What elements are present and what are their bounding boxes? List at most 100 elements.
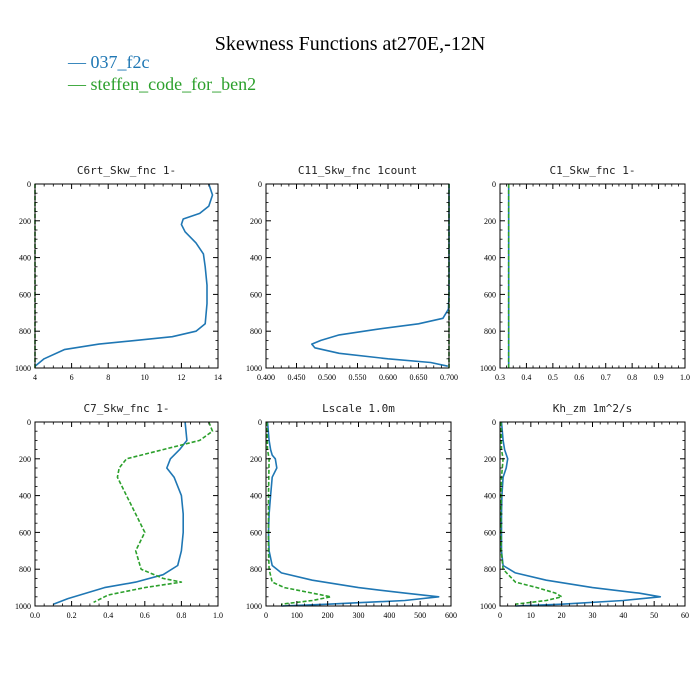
x-tick-label: 200 bbox=[322, 611, 334, 620]
x-tick-label: 100 bbox=[291, 611, 303, 620]
subplot-2: C11_Skw_fnc 1count 0 200 400 600 800 10000.400… bbox=[246, 164, 458, 382]
series-line-blue bbox=[34, 183, 214, 367]
x-tick-label: 0.500 bbox=[318, 373, 336, 382]
y-tick-label: 0 bbox=[27, 418, 31, 427]
x-tick-label: 8 bbox=[106, 373, 110, 382]
legend-entry-steffen-code-for-ben2: — steffen_code_for_ben2 bbox=[67, 74, 256, 94]
x-tick-label: 1.0 bbox=[680, 373, 690, 382]
y-tick-label: 600 bbox=[484, 290, 496, 299]
x-tick-label: 0.650 bbox=[410, 373, 428, 382]
x-tick-label: 0.4 bbox=[103, 611, 113, 620]
y-tick-label: 400 bbox=[484, 492, 496, 501]
y-tick-label: 600 bbox=[484, 528, 496, 537]
y-tick-label: 0 bbox=[258, 418, 262, 427]
y-tick-label: 800 bbox=[484, 565, 496, 574]
plot-frame bbox=[265, 183, 450, 369]
series-line-blue bbox=[311, 184, 450, 367]
x-tick-label: 0.6 bbox=[574, 373, 584, 382]
y-tick-label: 1000 bbox=[246, 364, 262, 373]
x-tick-label: 60 bbox=[681, 611, 689, 620]
y-tick-label: 800 bbox=[19, 327, 31, 336]
y-tick-label: 200 bbox=[250, 217, 262, 226]
x-tick-label: 400 bbox=[383, 611, 395, 620]
x-tick-label: 0.2 bbox=[67, 611, 77, 620]
subplot-title: C11_Skw_fnc 1count bbox=[298, 164, 417, 177]
x-tick-label: 0.0 bbox=[30, 611, 40, 620]
subplot-title: Kh_zm 1m^2/s bbox=[553, 402, 632, 415]
x-tick-label: 12 bbox=[177, 373, 185, 382]
y-tick-label: 0 bbox=[27, 180, 31, 189]
x-tick-label: 10 bbox=[527, 611, 535, 620]
x-tick-label: 0.600 bbox=[379, 373, 397, 382]
x-tick-label: 0.9 bbox=[654, 373, 664, 382]
x-tick-label: 500 bbox=[414, 611, 426, 620]
x-tick-label: 0.6 bbox=[140, 611, 150, 620]
y-tick-label: 600 bbox=[19, 528, 31, 537]
series-line-green bbox=[266, 421, 332, 605]
plot-frame bbox=[265, 421, 452, 607]
y-tick-label: 200 bbox=[19, 217, 31, 226]
y-tick-label: 400 bbox=[250, 254, 262, 263]
y-tick-label: 800 bbox=[19, 565, 31, 574]
y-tick-label: 1000 bbox=[15, 602, 31, 611]
x-tick-label: 0.550 bbox=[349, 373, 367, 382]
x-tick-label: 0.5 bbox=[548, 373, 558, 382]
y-tick-label: 0 bbox=[258, 180, 262, 189]
y-tick-label: 400 bbox=[250, 492, 262, 501]
x-tick-label: 0.700 bbox=[440, 373, 458, 382]
y-tick-label: 200 bbox=[19, 455, 31, 464]
subplot-title: C7_Skw_fnc 1- bbox=[83, 402, 169, 415]
x-tick-label: 6 bbox=[70, 373, 74, 382]
y-tick-label: 600 bbox=[19, 290, 31, 299]
y-tick-label: 0 bbox=[492, 180, 496, 189]
plot-frame bbox=[499, 183, 686, 369]
x-tick-label: 1.0 bbox=[213, 611, 223, 620]
subplot-title: C6rt_Skw_fnc 1- bbox=[77, 164, 176, 177]
x-tick-label: 0.400 bbox=[257, 373, 275, 382]
x-tick-label: 600 bbox=[445, 611, 457, 620]
x-tick-label: 14 bbox=[214, 373, 222, 382]
x-tick-label: 0 bbox=[264, 611, 268, 620]
y-tick-label: 800 bbox=[250, 327, 262, 336]
legend-entry-037-f2c: — 037_f2c bbox=[67, 52, 149, 72]
y-tick-label: 200 bbox=[484, 217, 496, 226]
x-tick-label: 300 bbox=[353, 611, 365, 620]
x-tick-label: 40 bbox=[619, 611, 627, 620]
plot-frame bbox=[34, 183, 219, 369]
x-tick-label: 20 bbox=[558, 611, 566, 620]
y-tick-label: 1000 bbox=[480, 602, 496, 611]
y-tick-label: 600 bbox=[250, 528, 262, 537]
y-tick-label: 400 bbox=[484, 254, 496, 263]
x-tick-label: 0 bbox=[498, 611, 502, 620]
x-tick-label: 30 bbox=[589, 611, 597, 620]
y-tick-label: 1000 bbox=[480, 364, 496, 373]
x-tick-label: 4 bbox=[33, 373, 37, 382]
figure-title: Skewness Functions at270E,-12N bbox=[215, 33, 486, 55]
x-tick-label: 0.7 bbox=[601, 373, 611, 382]
x-tick-label: 10 bbox=[141, 373, 149, 382]
x-tick-label: 0.4 bbox=[521, 373, 531, 382]
series-line-blue bbox=[500, 421, 662, 607]
x-tick-label: 0.450 bbox=[288, 373, 306, 382]
plot-frame bbox=[34, 421, 219, 607]
y-tick-label: 400 bbox=[19, 492, 31, 501]
subplot-title: Lscale 1.0m bbox=[322, 402, 395, 415]
x-tick-label: 50 bbox=[650, 611, 658, 620]
y-tick-label: 200 bbox=[484, 455, 496, 464]
subplot-title: C1_Skw_fnc 1- bbox=[549, 164, 635, 177]
y-tick-label: 1000 bbox=[15, 364, 31, 373]
y-tick-label: 600 bbox=[250, 290, 262, 299]
x-tick-label: 0.8 bbox=[176, 611, 186, 620]
plot-frame bbox=[499, 421, 686, 607]
x-tick-label: 0.3 bbox=[495, 373, 505, 382]
x-tick-label: 0.8 bbox=[627, 373, 637, 382]
y-tick-label: 800 bbox=[250, 565, 262, 574]
y-tick-label: 1000 bbox=[246, 602, 262, 611]
